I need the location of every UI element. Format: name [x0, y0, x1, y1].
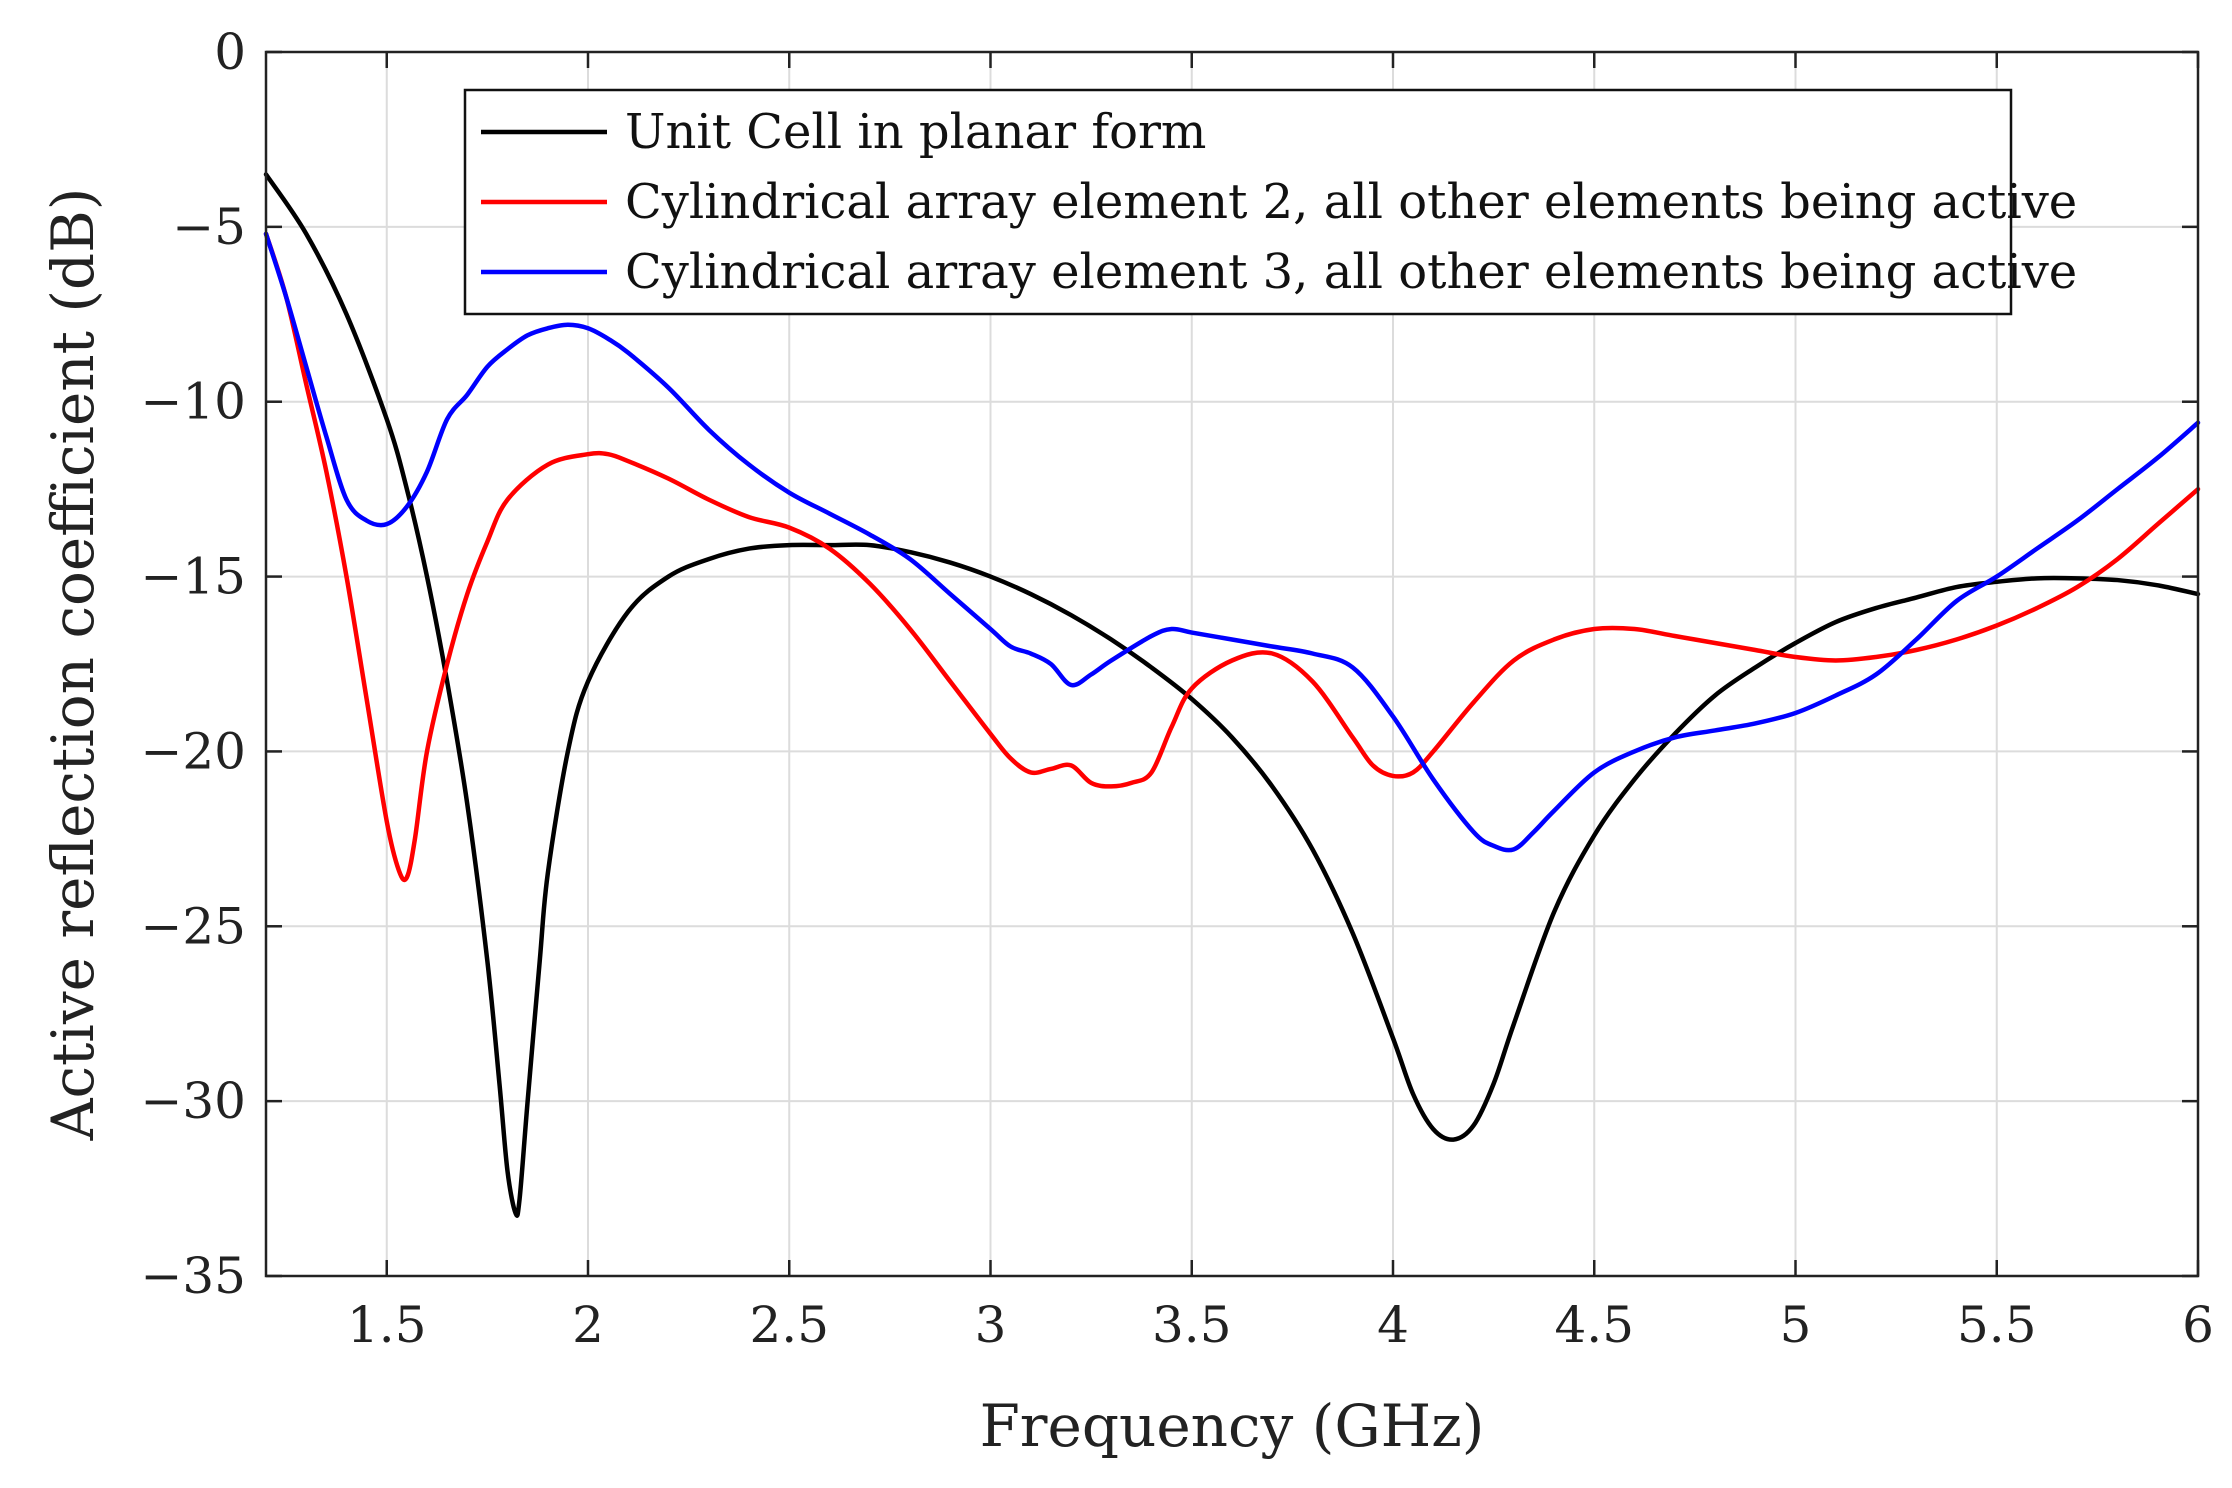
- y-tick-label: −30: [140, 1072, 246, 1130]
- series-unit-cell-line: [263, 172, 2201, 1218]
- y-tick-label: −10: [140, 373, 246, 431]
- x-tick-label: 5.5: [1957, 1296, 2037, 1354]
- legend: Unit Cell in planar form Cylindrical arra…: [463, 88, 2077, 316]
- legend-label: Unit Cell in planar form: [625, 104, 1206, 160]
- y-tick-label: −35: [140, 1247, 246, 1305]
- x-tick-label: 4: [1377, 1296, 1409, 1354]
- x-tick-label: 5: [1780, 1296, 1812, 1354]
- y-tick-label: −20: [140, 722, 246, 780]
- x-tick-label: 3: [975, 1296, 1007, 1354]
- y-axis-title: Active reflection coefficient (dB): [39, 188, 107, 1142]
- x-tick-label: 1.5: [347, 1296, 427, 1354]
- y-tick-label: −5: [172, 198, 246, 256]
- x-tick-label: 6: [2182, 1296, 2214, 1354]
- x-tick-label: 3.5: [1152, 1296, 1232, 1354]
- series-element-2-line: [263, 231, 2201, 883]
- legend-label: Cylindrical array element 3, all other e…: [625, 244, 2077, 300]
- x-axis-title: Frequency (GHz): [980, 1392, 1485, 1460]
- x-tick-label: 4.5: [1554, 1296, 1634, 1354]
- x-tick-label: 2: [572, 1296, 604, 1354]
- axes-frame: [264, 50, 2200, 1278]
- y-tick-label: 0: [214, 23, 246, 81]
- x-tick-label: 2.5: [749, 1296, 829, 1354]
- ticks: 1.5 2 2.5 3 3.5 4 4.5 5 5.5 6 0 −5 −10 −15 −20 −25 −30 −3…: [140, 23, 2213, 1354]
- series-element-3-line: [263, 231, 2201, 853]
- series-group: [263, 172, 2201, 1218]
- legend-label: Cylindrical array element 2, all other e…: [625, 174, 2077, 230]
- legend-box: [463, 88, 2013, 316]
- y-tick-label: −15: [140, 548, 246, 606]
- y-tick-label: −25: [140, 897, 246, 955]
